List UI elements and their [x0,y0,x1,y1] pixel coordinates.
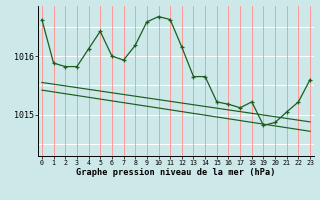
X-axis label: Graphe pression niveau de la mer (hPa): Graphe pression niveau de la mer (hPa) [76,168,276,177]
